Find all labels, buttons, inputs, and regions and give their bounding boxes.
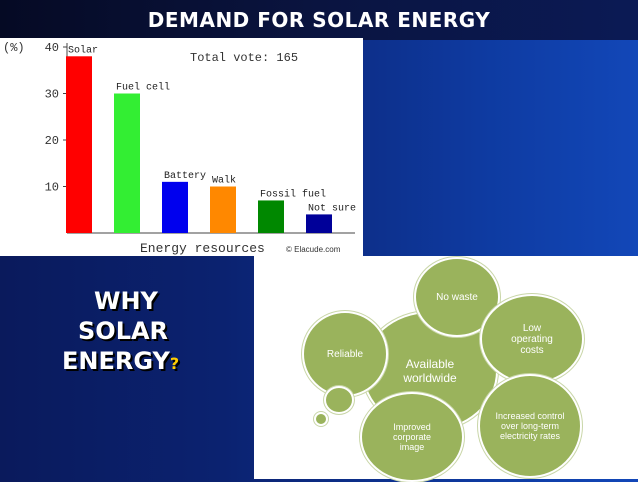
bar-fossil-fuel <box>258 200 284 233</box>
y-tick-label: 30 <box>45 88 59 102</box>
why-solar-heading: WHY SOLAR ENERGY? <box>62 286 222 379</box>
bar-chart-panel: (%) Total vote: 165 Energy resources © E… <box>0 38 363 256</box>
bubble-improved-image: Improved corporate image <box>360 392 464 482</box>
slide-title: DEMAND FOR SOLAR ENERGY <box>0 0 638 40</box>
total-vote-annotation: Total vote: 165 <box>190 51 298 65</box>
y-tick-label: 20 <box>45 134 59 148</box>
bubble-reliable: Reliable <box>302 311 388 397</box>
x-axis-label: Energy resources <box>140 241 265 256</box>
bar-battery <box>162 181 188 233</box>
bubble-connector-small <box>314 412 328 426</box>
bar-fuel-cell <box>114 93 140 233</box>
y-axis-label: (%) <box>3 41 25 55</box>
y-tick-label: 10 <box>45 181 59 195</box>
why-line-1: WHY <box>94 287 158 315</box>
bubble-low-costs: Low operating costs <box>480 294 584 384</box>
source-credit: © Elacude.com <box>286 245 341 254</box>
bar-label: Fuel cell <box>116 82 170 94</box>
bubble-connector-large <box>324 386 354 414</box>
y-tick-label: 40 <box>45 41 59 55</box>
bar-label: Solar <box>68 44 98 56</box>
benefits-bubble-diagram: Available worldwide Reliable No waste Lo… <box>254 256 638 482</box>
bar-walk <box>210 186 236 233</box>
bar-not-sure <box>306 214 332 233</box>
bar-label: Walk <box>212 175 236 187</box>
bar-label: Battery <box>164 171 206 182</box>
bubble-increased-control: Increased control over long-term electri… <box>478 374 582 478</box>
bar-label: Not sure <box>308 203 356 214</box>
bar-label: Fossil fuel <box>260 188 326 200</box>
bar-solar <box>66 56 92 233</box>
bar-chart: (%) Total vote: 165 Energy resources © E… <box>3 41 356 256</box>
why-line-2: SOLAR <box>78 317 169 345</box>
why-line-3: ENERGY? <box>62 347 180 375</box>
question-mark: ? <box>169 354 180 373</box>
